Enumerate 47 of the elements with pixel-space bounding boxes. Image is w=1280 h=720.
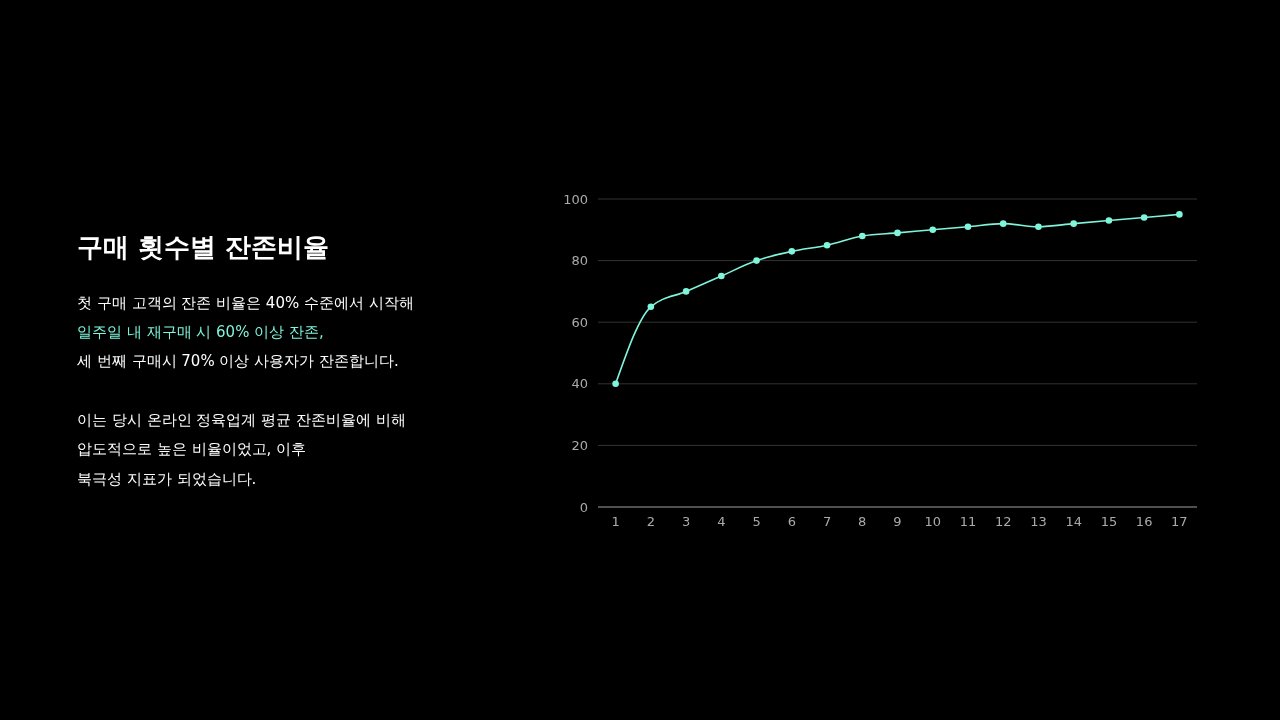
- point: [823, 241, 831, 249]
- point: [1105, 217, 1113, 224]
- x-tick-label: 11: [959, 514, 977, 529]
- x-tick-label: 2: [646, 514, 655, 529]
- point: [788, 248, 796, 255]
- point: [964, 223, 972, 231]
- y-tick-label: 60: [571, 314, 588, 330]
- y-tick-label: 80: [571, 253, 588, 269]
- x-tick-label: 10: [924, 514, 942, 529]
- y-tick-label: 40: [571, 376, 588, 392]
- text: 구매 횟수별 잔존비율: [77, 232, 330, 262]
- point: [929, 226, 937, 234]
- x-tick-label: 1: [611, 514, 620, 529]
- point: [1176, 211, 1183, 218]
- x-tick-label: 16: [1135, 514, 1153, 529]
- point: [682, 288, 690, 295]
- point: [858, 232, 866, 240]
- x-tick-label: 7: [822, 514, 832, 529]
- point: [1070, 220, 1077, 227]
- text: 세 번째 구매시 70% 이상 사용자가 잔존합니다.: [77, 352, 399, 370]
- y-tick-label: 100: [563, 191, 588, 207]
- y-tick-label: 20: [571, 437, 588, 453]
- x-tick-label: 9: [893, 514, 902, 529]
- point: [894, 229, 901, 237]
- x-tick-label: 6: [787, 514, 796, 529]
- point: [718, 272, 725, 280]
- point: [612, 380, 619, 388]
- text: 압도적으로 높은 비율이었고, 이후: [77, 440, 307, 458]
- y-tick-label: 0: [579, 499, 588, 515]
- x-tick-label: 13: [1030, 514, 1047, 529]
- x-tick-label: 12: [994, 514, 1012, 529]
- point: [753, 257, 760, 264]
- text: 첫 구매 고객의 잔존 비율은 40% 수준에서 시작해: [77, 294, 414, 312]
- point: [999, 220, 1007, 227]
- x-tick-label: 8: [858, 514, 867, 529]
- text: 일주일 내 재구매 시 60% 이상 잔존,: [77, 323, 324, 341]
- text: 이는 당시 온라인 정육업계 평균 잔존비율에 비해: [77, 411, 406, 429]
- point: [1035, 223, 1042, 231]
- x-tick-label: 14: [1065, 514, 1082, 529]
- x-tick-label: 3: [681, 514, 691, 529]
- x-tick-label: 4: [717, 514, 726, 529]
- x-tick-label: 17: [1171, 514, 1188, 529]
- text: 북극성 지표가 되었습니다.: [77, 470, 257, 488]
- x-tick-label: 15: [1100, 514, 1118, 529]
- x-tick-label: 5: [752, 514, 761, 529]
- point: [1140, 214, 1148, 221]
- point: [647, 303, 655, 311]
